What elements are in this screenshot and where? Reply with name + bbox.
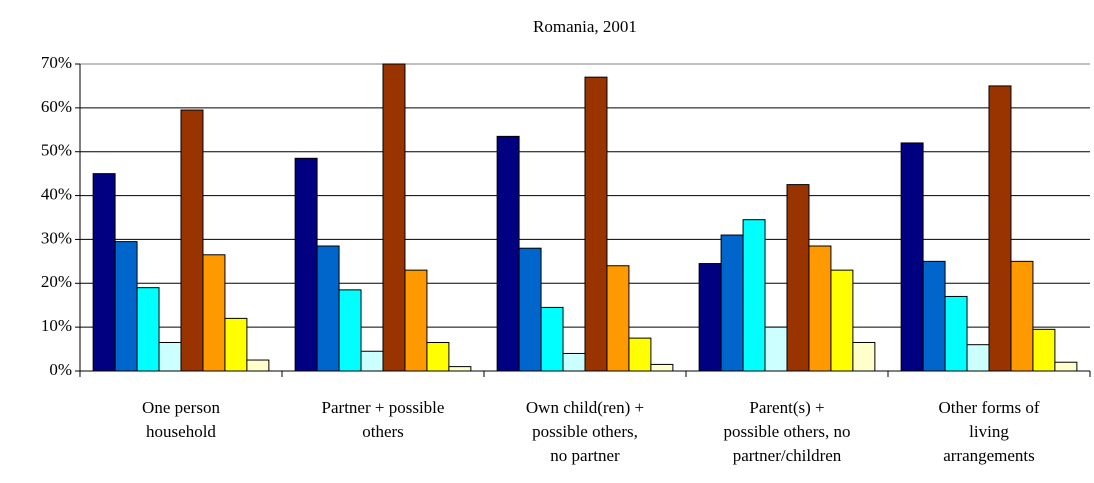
x-tick-label-box: One person household — [142, 398, 220, 441]
bar — [1032, 328, 1056, 372]
bar — [650, 363, 674, 372]
bar — [426, 341, 450, 372]
bar — [1054, 361, 1078, 372]
bar — [114, 241, 138, 372]
bar — [92, 173, 116, 372]
y-tick-label: 30% — [41, 228, 72, 247]
x-tick-label-box: Partner + possible others — [321, 398, 445, 441]
bar — [496, 135, 520, 372]
bar — [988, 85, 1012, 372]
y-tick-label: 0% — [49, 360, 72, 379]
bar — [158, 341, 182, 372]
bar — [808, 245, 832, 372]
bar — [628, 337, 652, 372]
bar — [360, 350, 384, 372]
bar — [316, 245, 340, 372]
x-tick-label: One person household — [142, 398, 220, 441]
bar — [764, 326, 788, 372]
bar — [202, 254, 226, 372]
bar — [246, 359, 270, 372]
y-tick-label: 40% — [41, 184, 72, 203]
chart-title: Romania, 2001 — [533, 17, 637, 36]
bar — [698, 263, 722, 372]
x-tick-label-box: Parent(s) + possible others, no partner/… — [723, 398, 851, 465]
bar — [518, 247, 542, 372]
bar — [584, 76, 608, 372]
y-tick-label: 20% — [41, 272, 72, 291]
x-tick-label-box: Own child(ren) + possible others, no par… — [525, 398, 645, 465]
bar — [404, 269, 428, 372]
bar — [606, 265, 630, 372]
bar — [720, 234, 744, 372]
bar — [382, 63, 406, 372]
bar — [786, 184, 810, 372]
bar — [136, 287, 160, 372]
y-tick-label: 70% — [41, 53, 72, 72]
x-tick-label-box: Other forms of living arrangements — [938, 398, 1040, 465]
bar — [922, 260, 946, 372]
bar — [830, 269, 854, 372]
x-tick-label: Own child(ren) + possible others, no par… — [525, 398, 645, 465]
y-tick-label: 10% — [41, 316, 72, 335]
x-tick-label: Parent(s) + possible others, no partner/… — [723, 398, 851, 465]
bar — [1010, 260, 1034, 372]
y-tick-label: 50% — [41, 141, 72, 160]
bar — [448, 366, 472, 372]
bar — [180, 109, 204, 372]
bar — [338, 289, 362, 372]
bar — [944, 295, 968, 372]
x-tick-label: Other forms of living arrangements — [938, 398, 1040, 465]
x-tick-label: Partner + possible others — [321, 398, 445, 441]
bar — [852, 341, 876, 372]
y-tick-label: 60% — [41, 97, 72, 116]
bar — [224, 317, 248, 372]
bar — [742, 219, 766, 372]
bar — [294, 157, 318, 372]
bar — [900, 142, 924, 372]
bar — [540, 306, 564, 372]
bar — [562, 352, 586, 372]
bar — [966, 344, 990, 372]
